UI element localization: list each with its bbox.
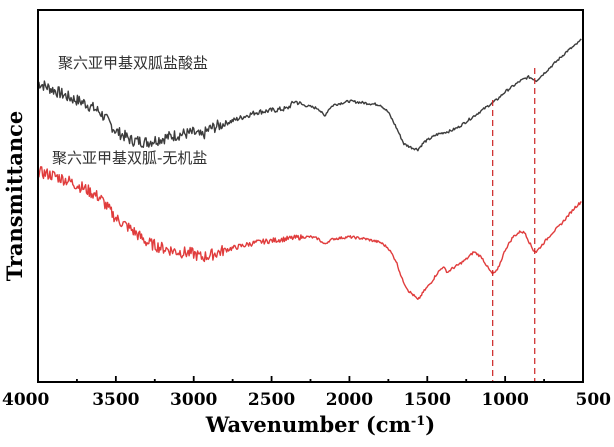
x-tick-label: 500 <box>576 390 612 410</box>
series-label-1: 聚六亚甲基双胍盐酸盐 <box>58 54 208 72</box>
x-axis-ticks: 4000 3500 3000 2500 2000 1500 1000 500 <box>2 376 611 410</box>
x-axis-title: Wavenumber (cm-1) <box>205 412 435 437</box>
x-tick-label: 3500 <box>92 390 139 410</box>
plot-lines <box>37 38 582 300</box>
x-tick-label: 3000 <box>170 390 217 410</box>
x-tick-label: 2500 <box>248 390 295 410</box>
reference-lines <box>492 68 536 382</box>
series-line-1 <box>37 38 582 152</box>
series-line-2 <box>37 166 582 300</box>
x-axis-title-end: ) <box>425 412 435 437</box>
x-axis-title-sup: -1 <box>411 414 425 429</box>
series-label-2: 聚六亚甲基双胍-无机盐 <box>52 149 207 167</box>
x-tick-label: 1500 <box>404 390 451 410</box>
x-tick-label: 4000 <box>2 390 49 410</box>
x-tick-label: 1000 <box>481 390 528 410</box>
x-axis-title-main: Wavenumber (cm <box>205 412 411 437</box>
y-axis-title: Transmittance <box>2 111 27 281</box>
x-tick-label: 2000 <box>326 390 373 410</box>
